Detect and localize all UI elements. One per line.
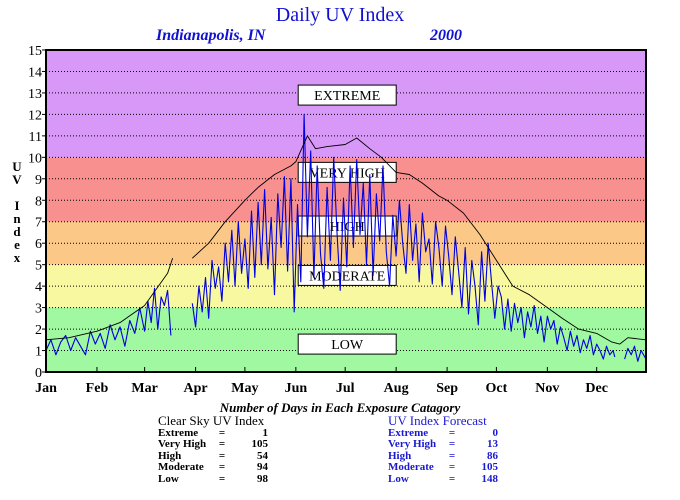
clear-sky-stat-row: Low = 98: [158, 472, 268, 486]
y-axis-label-letter: V: [12, 172, 22, 187]
y-axis-label-letter: n: [13, 211, 21, 226]
forecast-stat-row-equals: =: [448, 438, 456, 450]
clear-sky-stat-row-equals: =: [218, 461, 226, 473]
x-tick-label: Sep: [436, 381, 458, 396]
y-tick-label: 9: [35, 173, 42, 188]
band-label-low: LOW: [331, 338, 364, 353]
y-tick-label: 13: [28, 87, 42, 102]
clear-sky-stat-row-label: High: [158, 449, 182, 462]
forecast-stats: UV Index Forecast Extreme = 0 Very High = 13 H…: [388, 413, 499, 486]
y-tick-label: 8: [35, 194, 42, 209]
forecast-stat-row-equals: =: [448, 461, 456, 473]
x-tick-label: Mar: [131, 381, 157, 396]
x-tick-label: Oct: [486, 381, 508, 396]
chart-location: Indianapolis, IN: [156, 27, 266, 44]
forecast-stat-row-value: 86: [487, 449, 498, 462]
y-axis-label-letter: I: [14, 198, 20, 213]
clear-sky-stat-row-value: 98: [257, 472, 268, 485]
clear-sky-series-line: [45, 135, 647, 345]
clear-sky-stat-row-label: Moderate: [158, 461, 204, 473]
forecast-stat-row-equals: =: [448, 449, 456, 462]
clear-sky-stat-row-value: 54: [257, 449, 268, 462]
forecast-stat-row-value: 13: [487, 438, 498, 450]
clear-sky-stat-row-equals: =: [218, 472, 226, 485]
forecast-stat-row-label: High: [388, 449, 412, 462]
y-tick-label: 3: [35, 302, 42, 317]
y-tick-label: 0: [35, 366, 42, 381]
forecast-stat-row-label: Very High: [388, 438, 437, 450]
y-tick-label: 6: [35, 237, 42, 252]
clear-sky-stats-title: Clear Sky UV Index: [158, 413, 265, 428]
clear-sky-stat-row-value: 105: [251, 438, 269, 450]
x-tick-label: Aug: [384, 381, 409, 396]
x-tick-label: Jan: [35, 381, 57, 396]
clear-sky-stat-row-value: 94: [257, 461, 268, 473]
clear-sky-stat-row-value: 1: [262, 426, 269, 439]
forecast-stat-row-label: Low: [388, 472, 409, 485]
forecast-stat-row: Low = 148: [388, 472, 499, 486]
chart-year: 2000: [430, 27, 462, 44]
y-tick-label: 7: [35, 216, 42, 231]
y-tick-label: 11: [29, 130, 42, 145]
forecast-stat-row-value: 0: [492, 426, 499, 439]
x-tick-label: Dec: [585, 381, 608, 396]
y-axis-label-letter: e: [14, 237, 20, 252]
forecast-stats-title: UV Index Forecast: [388, 413, 487, 428]
forecast-stat-row: Very High = 13: [388, 438, 498, 451]
x-tick-label: Nov: [535, 381, 559, 396]
band-label-high: HIGH: [330, 220, 365, 235]
band-label-box-extreme: [297, 84, 397, 106]
y-tick-label: 12: [28, 108, 42, 123]
forecast-stat-row-value: 105: [481, 461, 499, 473]
x-tick-label: Jun: [285, 381, 308, 396]
clear-sky-stats-table: Extreme = 1 Very High = 105 High = 54 Moderate = 94…: [158, 426, 269, 486]
chart-title: Daily UV Index: [275, 4, 405, 26]
forecast-stat-row-label: Extreme: [388, 426, 429, 439]
forecast-stat-row-value: 148: [481, 472, 499, 485]
y-axis-label-letter: d: [13, 224, 21, 239]
forecast-series-line: [45, 113, 647, 362]
x-tick-label: Feb: [86, 381, 109, 396]
forecast-stat-row: High = 86: [388, 449, 498, 463]
forecast-stats-table: Extreme = 0 Very High = 13 High = 86 Moderate = 105…: [388, 426, 499, 486]
days-category-title: Number of Days in Each Exposure Catagory: [219, 400, 461, 415]
clear-sky-stat-row-label: Low: [158, 472, 179, 485]
clear-sky-stat-row-equals: =: [218, 438, 226, 450]
x-tick-label: May: [231, 381, 258, 396]
clear-sky-stat-row-equals: =: [218, 449, 226, 462]
y-tick-label: 5: [35, 259, 42, 274]
forecast-stat-row-label: Moderate: [388, 461, 434, 473]
clear-sky-stat-row: Very High = 105: [158, 438, 269, 451]
forecast-stat-row: Moderate = 105: [388, 461, 499, 474]
clear-sky-stats: Clear Sky UV Index Extreme = 1 Very High = 10…: [158, 413, 269, 486]
band-label-box-low: [297, 333, 397, 355]
clear-sky-stat-row-label: Very High: [158, 438, 207, 450]
y-tick-label: 14: [28, 65, 42, 80]
y-tick-label: 2: [35, 323, 42, 338]
y-tick-label: 4: [35, 280, 42, 295]
clear-sky-stat-row: High = 54: [158, 449, 268, 463]
band-label-very-high: VERY HIGH: [310, 166, 385, 181]
forecast-stat-row-equals: =: [448, 426, 456, 439]
x-tick-label: Apr: [184, 381, 208, 396]
clear-sky-stat-row: Extreme = 1: [158, 426, 269, 440]
plot-frame: [45, 49, 647, 373]
forecast-stat-row-equals: =: [448, 472, 456, 485]
y-tick-label: 1: [35, 345, 42, 360]
clear-sky-stat-row: Moderate = 94: [158, 461, 268, 474]
band-label-moderate: MODERATE: [309, 269, 385, 284]
y-tick-label: 10: [28, 151, 42, 166]
forecast-stat-row: Extreme = 0: [388, 426, 499, 440]
y-tick-label: 15: [28, 44, 42, 59]
clear-sky-stat-row-equals: =: [218, 426, 226, 439]
band-label-extreme: EXTREME: [314, 89, 380, 104]
clear-sky-stat-row-label: Extreme: [158, 426, 199, 439]
y-axis-label-letter: U: [12, 159, 22, 174]
x-tick-label: Jul: [336, 381, 355, 396]
y-axis-label-letter: x: [13, 250, 21, 265]
